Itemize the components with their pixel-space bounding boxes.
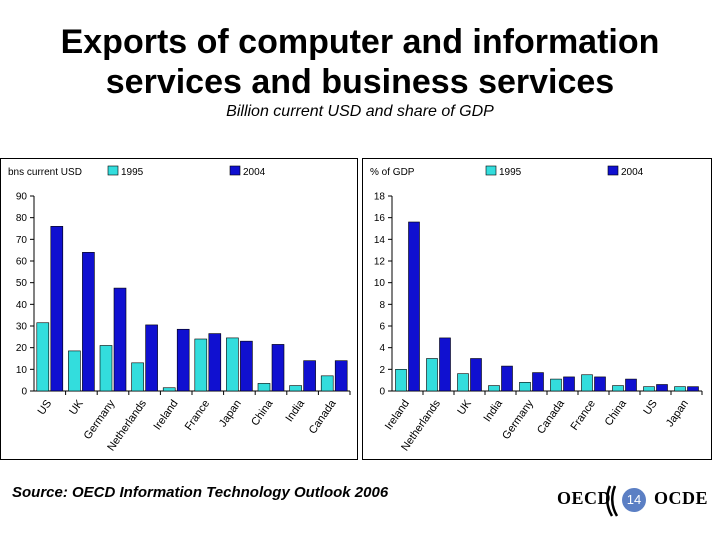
bar-2004-netherlands — [145, 324, 158, 392]
y-tick-label: 40 — [16, 300, 28, 311]
bar-1995-uk — [457, 373, 469, 392]
y-tick-label: 50 — [16, 278, 28, 289]
legend-label: 1995 — [499, 167, 522, 178]
title-line-2: services and business services — [105, 63, 615, 101]
bar-2004-japan — [240, 340, 253, 392]
chart-exports-share-gdp: % of GDP 1995 2004024681012141618IrelandNe… — [362, 158, 712, 460]
legend-swatch — [485, 165, 497, 176]
legend-swatch — [607, 165, 619, 176]
slide-subtitle: Billion current USD and share of GDP — [226, 103, 494, 120]
bar-2004-france — [208, 333, 222, 392]
bar-1995-uk — [68, 350, 81, 392]
y-tick-label: 6 — [379, 322, 385, 333]
chart-frame — [362, 158, 712, 460]
bar-1995-us — [36, 322, 50, 392]
bar-1995-japan — [674, 386, 686, 392]
chart-exports-usd: bns current USD 1995 2004 0 10 20 30 40 50 60 70 80… — [0, 158, 358, 460]
y-tick-label: 4 — [379, 343, 385, 354]
legend-label: 2004 — [621, 167, 644, 178]
y-tick-label: 12 — [374, 257, 386, 268]
unit-label: bns current USD — [8, 167, 82, 178]
bar-2004-canada — [334, 360, 348, 392]
bar-1995-france — [194, 338, 208, 392]
bar-2004-germany — [532, 372, 544, 392]
y-tick-label: 70 — [16, 235, 28, 246]
y-tick-label: 0 — [379, 387, 385, 398]
bar-2004-uk — [82, 252, 95, 392]
y-tick-label: 14 — [374, 235, 386, 246]
y-tick-label: 60 — [16, 257, 28, 268]
bar-1995-netherlands — [426, 358, 438, 392]
oecd-logo-text: OECD — [557, 488, 612, 508]
bar-1995-france — [581, 374, 593, 392]
bar-1995-canada — [550, 378, 562, 392]
page-number-badge: 14 — [622, 488, 646, 512]
y-tick-label: 2 — [379, 365, 385, 376]
bar-1995-china — [257, 383, 271, 392]
source-note: Source: OECD Information Technology Outl… — [12, 484, 389, 501]
bar-2004-france — [594, 376, 606, 392]
bar-1995-ireland — [395, 369, 407, 392]
legend-label: 1995 — [121, 167, 144, 178]
y-tick-label: 16 — [374, 213, 386, 224]
y-tick-label: 18 — [374, 192, 386, 203]
bar-1995-canada — [320, 375, 334, 392]
bar-1995-china — [612, 385, 624, 392]
y-tick-label: 80 — [16, 213, 28, 224]
y-tick-label: 0 — [21, 387, 27, 398]
slide-title: Exports of computer and information serv… — [0, 22, 720, 102]
bar-1995-germany — [519, 382, 531, 392]
y-tick-label: 90 — [16, 192, 28, 203]
bar-2004-us — [50, 226, 64, 392]
bar-1995-japan — [226, 337, 239, 392]
bar-2004-ireland — [176, 328, 190, 392]
y-tick-label: 10 — [374, 278, 386, 289]
bar-2004-ireland — [408, 221, 420, 392]
bar-2004-netherlands — [439, 337, 451, 392]
title-line-1: Exports of computer and information — [60, 23, 660, 61]
bar-1995-ireland — [162, 387, 176, 392]
bar-1995-germany — [99, 345, 113, 392]
bar-2004-uk — [470, 358, 482, 392]
oecd-swoosh-icon — [606, 485, 619, 517]
bar-1995-us — [643, 386, 655, 392]
y-tick-label: 20 — [16, 343, 28, 354]
bar-2004-india — [303, 360, 316, 392]
bar-2004-us — [656, 384, 668, 392]
legend-label: 2004 — [243, 167, 266, 178]
y-tick-label: 30 — [16, 322, 28, 333]
bar-2004-canada — [563, 376, 575, 392]
legend-swatch — [229, 165, 241, 176]
legend-swatch — [107, 165, 119, 176]
bar-1995-netherlands — [131, 362, 144, 392]
bar-2004-japan — [687, 386, 699, 392]
ocde-logo-text: OCDE — [654, 488, 709, 508]
bar-1995-india — [488, 385, 500, 392]
unit-label: % of GDP — [370, 167, 415, 178]
bar-2004-china — [271, 344, 285, 392]
y-tick-label: 10 — [16, 365, 28, 376]
bar-2004-china — [625, 378, 637, 392]
bar-2004-india — [501, 365, 513, 392]
bar-1995-india — [289, 385, 302, 392]
bar-2004-germany — [113, 287, 127, 392]
y-tick-label: 8 — [379, 300, 385, 311]
